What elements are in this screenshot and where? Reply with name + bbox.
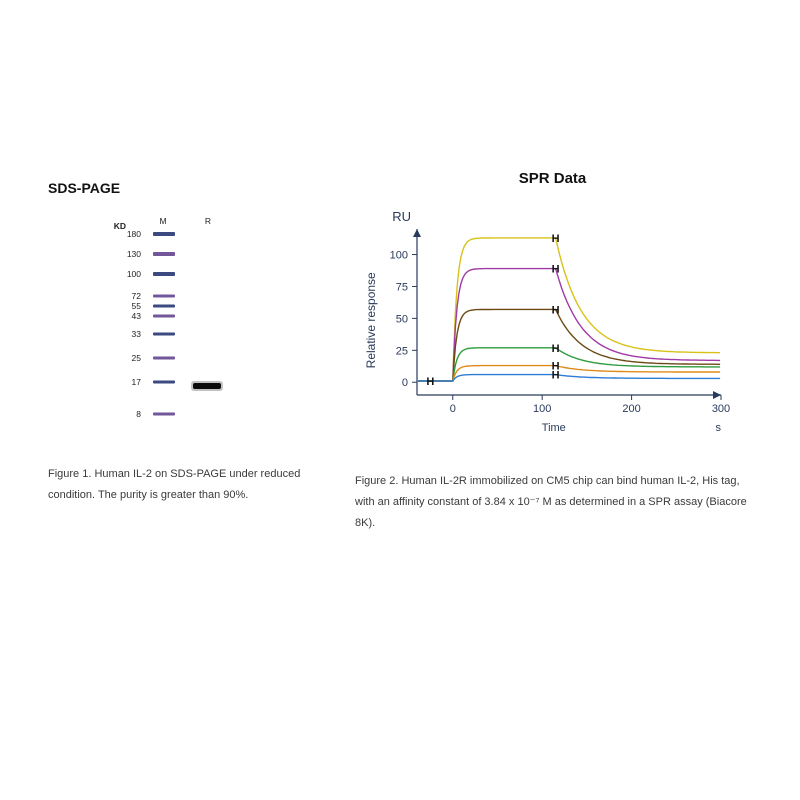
svg-text:KD: KD <box>114 221 126 231</box>
svg-text:H: H <box>552 304 560 316</box>
svg-text:100: 100 <box>127 269 141 279</box>
svg-text:17: 17 <box>132 377 142 387</box>
svg-text:50: 50 <box>396 313 408 325</box>
svg-text:43: 43 <box>132 311 142 321</box>
svg-text:M: M <box>159 216 166 226</box>
svg-text:100: 100 <box>533 403 551 415</box>
svg-text:100: 100 <box>390 250 408 262</box>
svg-text:Relative response: Relative response <box>364 272 378 368</box>
svg-text:33: 33 <box>132 329 142 339</box>
svg-text:75: 75 <box>396 281 408 293</box>
svg-text:25: 25 <box>132 353 142 363</box>
figure1-caption: Figure 1. Human IL-2 on SDS-PAGE under r… <box>48 464 333 506</box>
svg-text:180: 180 <box>127 229 141 239</box>
svg-text:s: s <box>716 422 722 434</box>
svg-text:130: 130 <box>127 249 141 259</box>
svg-text:0: 0 <box>450 403 456 415</box>
svg-text:H: H <box>426 376 434 388</box>
spr-panel: SPR Data 0 100 200 300 0 25 50 75 100 Time s Relati… <box>355 170 750 534</box>
gel-image: M R KD180 130 100 725543 33 25 17 8 <box>108 214 258 434</box>
svg-text:72: 72 <box>132 291 142 301</box>
figure2-caption: Figure 2. Human IL-2R immobilized on CM5… <box>355 471 750 534</box>
svg-text:8: 8 <box>136 409 141 419</box>
sds-page-title: SDS-PAGE <box>48 180 333 196</box>
spr-title: SPR Data <box>355 170 750 187</box>
sds-page-panel: SDS-PAGE M R KD180 130 100 725543 33 25 17 8 Figu… <box>48 180 333 506</box>
svg-text:RU: RU <box>392 209 411 224</box>
svg-text:300: 300 <box>712 403 730 415</box>
svg-text:0: 0 <box>402 377 408 389</box>
svg-text:H: H <box>552 264 560 276</box>
svg-text:25: 25 <box>396 345 408 357</box>
svg-text:200: 200 <box>622 403 640 415</box>
svg-text:H: H <box>552 343 560 355</box>
svg-text:H: H <box>552 233 560 245</box>
svg-text:Time: Time <box>542 422 566 434</box>
spr-chart: 0 100 200 300 0 25 50 75 100 Time s Relative respon… <box>355 201 735 441</box>
svg-text:R: R <box>205 216 211 226</box>
svg-text:H: H <box>552 370 560 382</box>
svg-text:55: 55 <box>132 301 142 311</box>
